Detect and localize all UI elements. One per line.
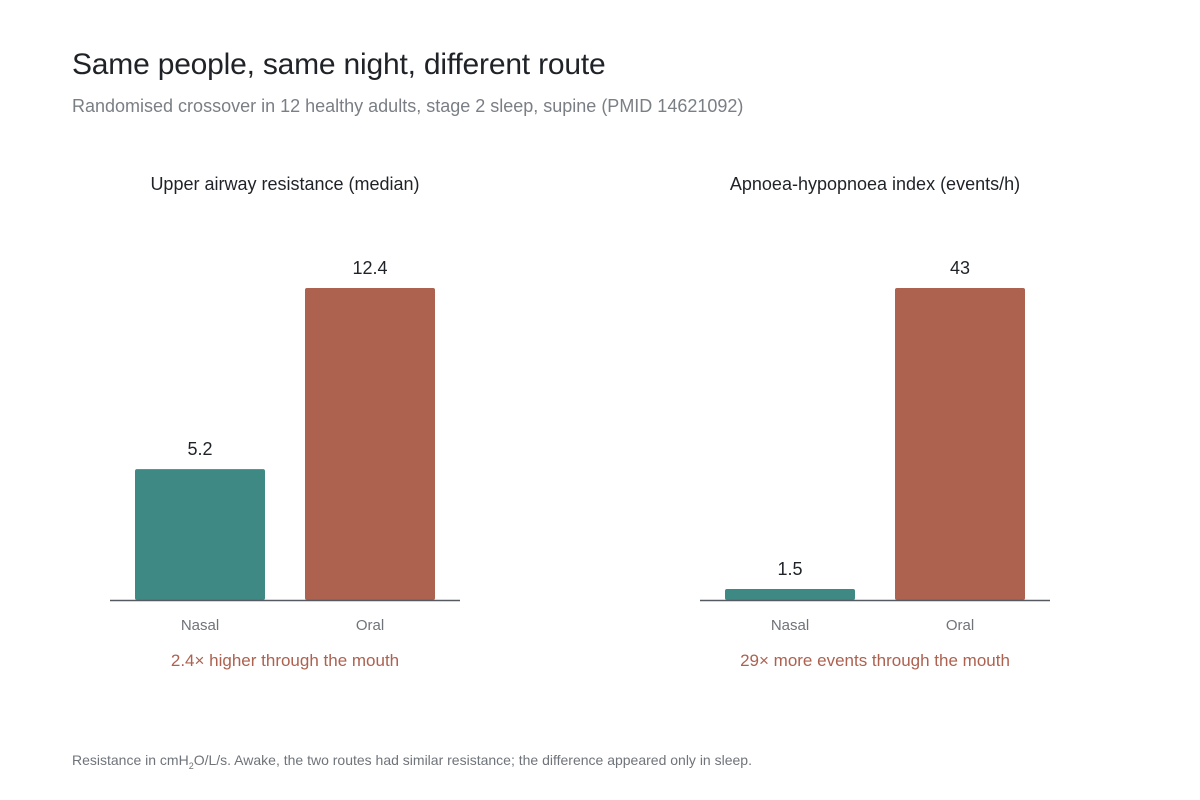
- x-tick-label-nasal: Nasal: [181, 617, 219, 634]
- chart-title: Upper airway resistance (median): [150, 174, 419, 194]
- ahi-bar-chart: Apnoea-hypopnoea index (events/h) 1.5 Nasa…: [700, 174, 1050, 670]
- bar-oral: [305, 288, 435, 600]
- bar-nasal: [135, 469, 265, 600]
- value-label-oral: 12.4: [352, 258, 387, 278]
- page-subtitle: Randomised crossover in 12 healthy adult…: [72, 96, 744, 116]
- chart-panel-resistance: Upper airway resistance (median) 5.2 Nasal…: [95, 160, 475, 700]
- bar-nasal: [725, 589, 855, 600]
- x-tick-label-oral: Oral: [356, 617, 384, 634]
- x-tick-label-nasal: Nasal: [771, 617, 809, 634]
- chart-panel-ahi: Apnoea-hypopnoea index (events/h) 1.5 Nasa…: [685, 160, 1065, 700]
- chart-title: Apnoea-hypopnoea index (events/h): [730, 174, 1020, 194]
- value-label-nasal: 5.2: [187, 439, 212, 459]
- comparison-annotation: 29× more events through the mouth: [740, 651, 1010, 670]
- bar-oral: [895, 288, 1025, 600]
- footnote-prefix: Resistance in cmH: [72, 752, 189, 768]
- resistance-bar-chart: Upper airway resistance (median) 5.2 Nasal…: [110, 174, 460, 670]
- footnote-suffix: O/L/s. Awake, the two routes had similar…: [193, 752, 752, 768]
- comparison-annotation: 2.4× higher through the mouth: [171, 651, 399, 670]
- value-label-oral: 43: [950, 258, 970, 278]
- footnote: Resistance in cmH2O/L/s. Awake, the two …: [72, 752, 752, 771]
- footnote-subscript: 2: [188, 760, 194, 771]
- x-tick-label-oral: Oral: [946, 617, 974, 634]
- page-title: Same people, same night, different route: [72, 48, 606, 81]
- value-label-nasal: 1.5: [777, 559, 802, 579]
